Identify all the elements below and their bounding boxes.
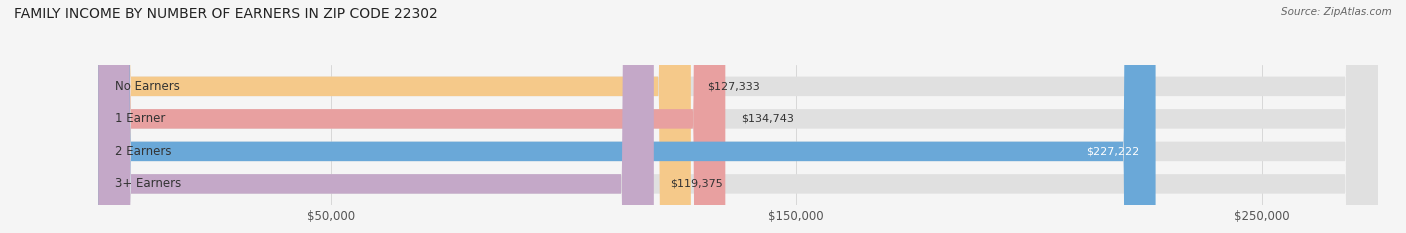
Text: 3+ Earners: 3+ Earners: [115, 177, 181, 190]
FancyBboxPatch shape: [98, 0, 1156, 233]
FancyBboxPatch shape: [98, 0, 1378, 233]
Text: Source: ZipAtlas.com: Source: ZipAtlas.com: [1281, 7, 1392, 17]
Text: $134,743: $134,743: [741, 114, 794, 124]
FancyBboxPatch shape: [98, 0, 654, 233]
Text: $127,333: $127,333: [707, 81, 759, 91]
Text: $119,375: $119,375: [671, 179, 723, 189]
FancyBboxPatch shape: [98, 0, 690, 233]
Text: 2 Earners: 2 Earners: [115, 145, 172, 158]
Text: $227,222: $227,222: [1085, 146, 1139, 156]
FancyBboxPatch shape: [98, 0, 1378, 233]
Text: FAMILY INCOME BY NUMBER OF EARNERS IN ZIP CODE 22302: FAMILY INCOME BY NUMBER OF EARNERS IN ZI…: [14, 7, 437, 21]
Text: No Earners: No Earners: [115, 80, 180, 93]
FancyBboxPatch shape: [98, 0, 1378, 233]
FancyBboxPatch shape: [98, 0, 1378, 233]
FancyBboxPatch shape: [98, 0, 725, 233]
Text: 1 Earner: 1 Earner: [115, 112, 165, 125]
